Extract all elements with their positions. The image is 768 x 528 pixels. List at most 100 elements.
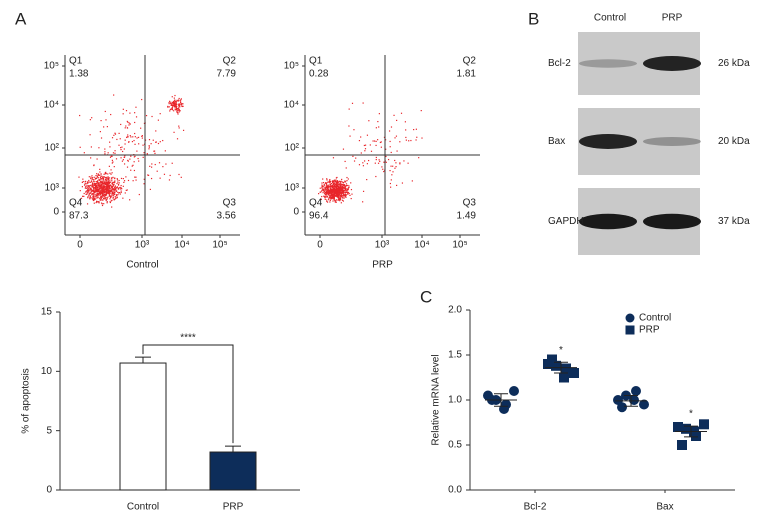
event-dot bbox=[104, 110, 106, 113]
event-dot bbox=[143, 122, 146, 124]
event-dot bbox=[341, 192, 343, 194]
event-dot bbox=[375, 156, 377, 159]
x-tick-label: Bax bbox=[656, 502, 673, 513]
event-dot bbox=[336, 188, 338, 190]
event-dot bbox=[348, 125, 350, 127]
event-dot bbox=[86, 193, 88, 195]
event-dot bbox=[174, 104, 176, 106]
event-dot bbox=[339, 185, 342, 187]
event-dot bbox=[339, 198, 342, 201]
event-dot bbox=[85, 190, 88, 192]
event-dot bbox=[147, 174, 150, 176]
event-dot bbox=[92, 197, 94, 199]
event-dot bbox=[106, 192, 108, 194]
error-bar bbox=[494, 393, 508, 407]
event-dot bbox=[320, 190, 323, 192]
y-tick-label: 1.5 bbox=[448, 350, 462, 361]
event-dot bbox=[322, 186, 324, 188]
event-dot bbox=[105, 199, 107, 202]
event-dot bbox=[130, 169, 132, 171]
event-dot bbox=[117, 188, 120, 190]
event-dot bbox=[331, 186, 333, 188]
event-dot bbox=[329, 185, 331, 187]
event-dot bbox=[100, 137, 103, 139]
event-dot bbox=[128, 141, 130, 143]
event-dot bbox=[175, 106, 177, 109]
event-dot bbox=[324, 197, 326, 199]
event-dot bbox=[89, 185, 91, 187]
event-dot bbox=[100, 192, 103, 194]
event-dot bbox=[350, 197, 352, 200]
event-dot bbox=[93, 198, 96, 201]
event-dot bbox=[348, 185, 350, 187]
event-dot bbox=[101, 186, 103, 188]
event-dot bbox=[341, 190, 343, 192]
event-dot bbox=[335, 189, 338, 191]
event-dot bbox=[329, 191, 332, 194]
y-tick-label: 10 bbox=[41, 366, 53, 377]
event-dot bbox=[120, 184, 122, 187]
event-dot bbox=[349, 194, 351, 196]
event-dot bbox=[333, 191, 335, 193]
event-dot bbox=[344, 187, 346, 190]
event-dot bbox=[130, 136, 132, 138]
event-dot bbox=[99, 190, 101, 192]
event-dot bbox=[326, 178, 328, 180]
event-dot bbox=[112, 182, 114, 184]
event-dot bbox=[399, 141, 401, 143]
legend-marker bbox=[625, 325, 635, 335]
event-dot bbox=[390, 151, 392, 154]
event-dot bbox=[377, 120, 379, 123]
event-dot bbox=[331, 186, 334, 189]
event-dot bbox=[329, 201, 331, 203]
event-dot bbox=[178, 107, 180, 109]
event-dot bbox=[341, 188, 343, 190]
event-dot bbox=[103, 180, 105, 182]
event-dot bbox=[96, 192, 98, 195]
event-dot bbox=[343, 194, 346, 196]
event-dot bbox=[328, 192, 330, 194]
event-dot bbox=[100, 193, 102, 195]
event-dot bbox=[105, 188, 107, 190]
event-dot bbox=[323, 188, 325, 191]
event-dot bbox=[343, 189, 345, 192]
event-dot bbox=[339, 198, 342, 200]
event-dot bbox=[138, 160, 140, 162]
event-dot bbox=[113, 190, 115, 192]
event-dot bbox=[113, 184, 115, 186]
event-dot bbox=[106, 179, 108, 181]
event-dot bbox=[97, 174, 99, 176]
event-dot bbox=[178, 105, 181, 107]
event-dot bbox=[342, 190, 344, 193]
event-dot bbox=[377, 139, 379, 141]
event-dot bbox=[338, 180, 340, 182]
event-dot bbox=[118, 192, 121, 194]
event-dot bbox=[334, 188, 336, 190]
event-dot bbox=[335, 187, 338, 189]
event-dot bbox=[341, 197, 344, 199]
event-dot bbox=[105, 182, 108, 184]
event-dot bbox=[341, 195, 343, 197]
event-dot bbox=[342, 192, 344, 194]
event-dot bbox=[114, 177, 116, 179]
event-dot bbox=[124, 143, 126, 145]
event-dot bbox=[86, 189, 89, 191]
event-dot bbox=[329, 199, 331, 201]
event-dot bbox=[100, 194, 102, 196]
event-dot bbox=[418, 157, 420, 159]
event-dot bbox=[93, 164, 95, 167]
event-dot bbox=[124, 127, 126, 129]
event-dot bbox=[105, 185, 108, 187]
y-axis-label: Relative mRNA level bbox=[431, 354, 442, 445]
event-dot bbox=[340, 192, 342, 194]
event-dot bbox=[332, 190, 334, 192]
event-dot bbox=[108, 184, 110, 186]
event-dot bbox=[126, 166, 129, 168]
event-dot bbox=[100, 191, 103, 194]
event-dot bbox=[89, 134, 91, 136]
event-dot bbox=[342, 184, 344, 186]
event-dot bbox=[358, 139, 361, 142]
quadrant-value: 0.28 bbox=[309, 69, 329, 80]
event-dot bbox=[326, 186, 328, 188]
event-dot bbox=[118, 144, 120, 146]
